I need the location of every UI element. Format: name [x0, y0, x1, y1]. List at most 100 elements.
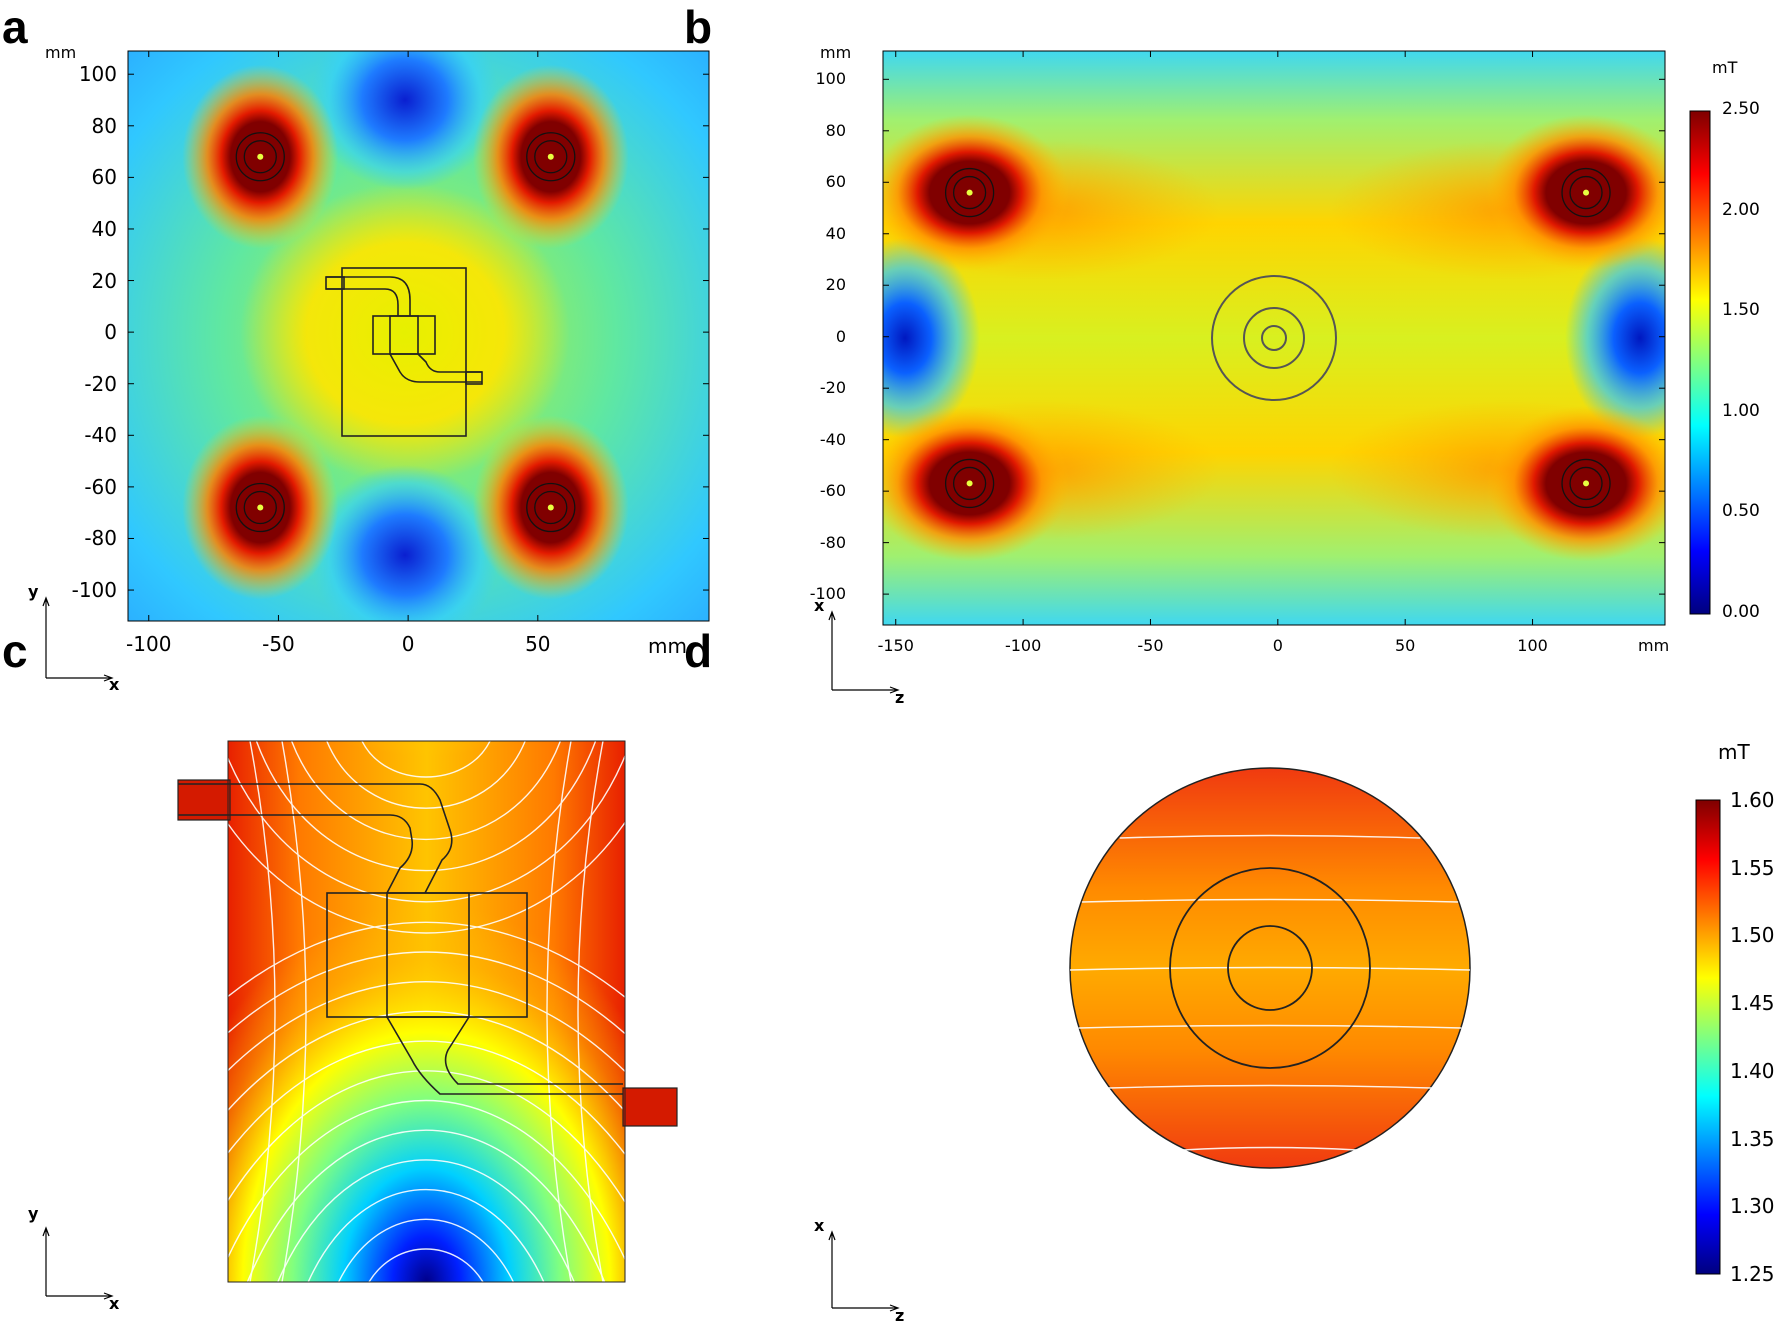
x-tick-label: 50 [1394, 636, 1416, 655]
y-tick-label: 0 [104, 320, 117, 345]
panel-b-axis-x-label: z [895, 688, 905, 707]
coil-center [547, 504, 554, 511]
colorbar-d-unit: mT [1718, 740, 1750, 764]
panel-letter-b: b [684, 1, 713, 53]
field-contour [368, 1248, 484, 1282]
colorbar-tick-label: 0.50 [1722, 501, 1760, 522]
coil-ring [944, 167, 995, 218]
field-contour [228, 741, 625, 934]
coil-center [547, 153, 554, 160]
panel-b-ticks [883, 51, 1665, 625]
colorbar-tick-label: 1.60 [1730, 788, 1775, 812]
coil-ring [1569, 175, 1603, 210]
colorbar-tick-label: 2.50 [1722, 99, 1760, 119]
y-tick-label: -20 [819, 378, 846, 398]
field-contour [307, 1188, 545, 1282]
colorbar-b-unit: mT [1712, 58, 1738, 77]
field-maximum [883, 405, 1070, 562]
field-contour [1078, 1024, 1462, 1029]
x-tick-label: 100 [1517, 636, 1548, 655]
field-contour [228, 981, 625, 1282]
panel-a-y-unit: mm [45, 43, 77, 62]
panel-a-plot [128, 51, 709, 621]
y-tick-label: 80 [825, 120, 846, 140]
y-tick-label: -100 [71, 578, 117, 603]
field-maximum [1486, 405, 1665, 562]
y-tick-label: 20 [825, 275, 846, 295]
panel-letter-c: c [2, 625, 28, 677]
colorbar-tick-label: 1.25 [1730, 1262, 1775, 1286]
y-tick-label: -40 [84, 423, 117, 448]
x-tick-label: 0 [401, 632, 415, 656]
panel-a-ticks [128, 51, 709, 621]
field-contour [228, 1099, 625, 1282]
field-contour [228, 921, 625, 1282]
coil-ring [526, 482, 576, 533]
coil-ring [534, 490, 568, 525]
panel-d-axis-y-label: x [814, 1216, 825, 1235]
colorbar-b [1689, 110, 1711, 615]
y-tick-label: 100 [78, 62, 117, 87]
y-tick-label: -100 [809, 584, 846, 604]
y-tick-label: 80 [91, 113, 117, 138]
panel-letter-d: d [684, 625, 713, 677]
panel-b-axis-y-label: x [814, 596, 825, 615]
field-contour [361, 741, 491, 778]
panel-a-hotspots [182, 64, 629, 600]
field-contour [277, 1159, 575, 1282]
field-contour [228, 741, 625, 903]
field-contour [228, 1010, 625, 1282]
colorbar-tick-label: 1.55 [1730, 855, 1775, 880]
y-tick-label: -80 [819, 532, 846, 552]
field-contour [228, 1040, 625, 1282]
y-tick-label: -40 [819, 429, 846, 449]
panel-c-plot [177, 740, 678, 1283]
panel-d-axis-x-label: z [895, 1306, 905, 1325]
colorbar-tick-label: 1.50 [1730, 923, 1775, 948]
colorbar-tick-label: 1.40 [1730, 1058, 1775, 1083]
field-contour [1119, 834, 1421, 839]
coil-ring [243, 140, 277, 174]
panel-b-x-unit: mm [1638, 636, 1670, 655]
x-tick-label: -150 [877, 636, 914, 655]
panel-c-contours [228, 741, 625, 1282]
y-tick-label: -60 [84, 474, 117, 499]
coil-ring [243, 490, 277, 525]
panel-b-plot [883, 51, 1665, 625]
coil-center [966, 189, 973, 196]
panel-a-axis-x-label: x [109, 675, 120, 694]
field-contour [290, 741, 562, 841]
y-tick-label: -80 [84, 526, 117, 551]
y-tick-label: -20 [84, 371, 117, 396]
panel-d-plot [1069, 767, 1471, 1169]
field-contour [228, 951, 625, 1282]
field-maximum [883, 114, 1070, 271]
colorbar-tick-label: 1.35 [1730, 1126, 1775, 1151]
y-tick-label: 0 [835, 326, 846, 346]
panel-c-axis-x-label: x [109, 1294, 120, 1313]
field-contour [1108, 1084, 1432, 1089]
x-tick-label: 0 [1272, 636, 1283, 655]
x-tick-label: 50 [525, 632, 551, 656]
coil-ring [534, 140, 568, 174]
axis-triads [42, 596, 900, 1312]
coil-ring [1569, 466, 1603, 501]
panel-b-hotspots [883, 114, 1665, 562]
y-tick-label: 20 [91, 268, 117, 293]
field-maximum [1486, 114, 1665, 271]
y-tick-label: -60 [819, 481, 846, 501]
colorbar-d [1695, 799, 1721, 1275]
x-tick-label: -100 [1004, 636, 1042, 655]
panel-b-y-unit: mm [820, 43, 852, 62]
coil-ring [952, 466, 987, 501]
y-tick-label: 100 [815, 69, 846, 89]
panel-d-contours [1069, 834, 1471, 1151]
coil-ring [944, 458, 995, 509]
colorbar-tick-label: 0.00 [1722, 602, 1760, 622]
field-contour [326, 741, 526, 809]
field-contour [246, 1129, 606, 1282]
coil-ring [235, 132, 285, 182]
coil-ring [952, 175, 987, 210]
panel-letter-a: a [2, 1, 28, 53]
